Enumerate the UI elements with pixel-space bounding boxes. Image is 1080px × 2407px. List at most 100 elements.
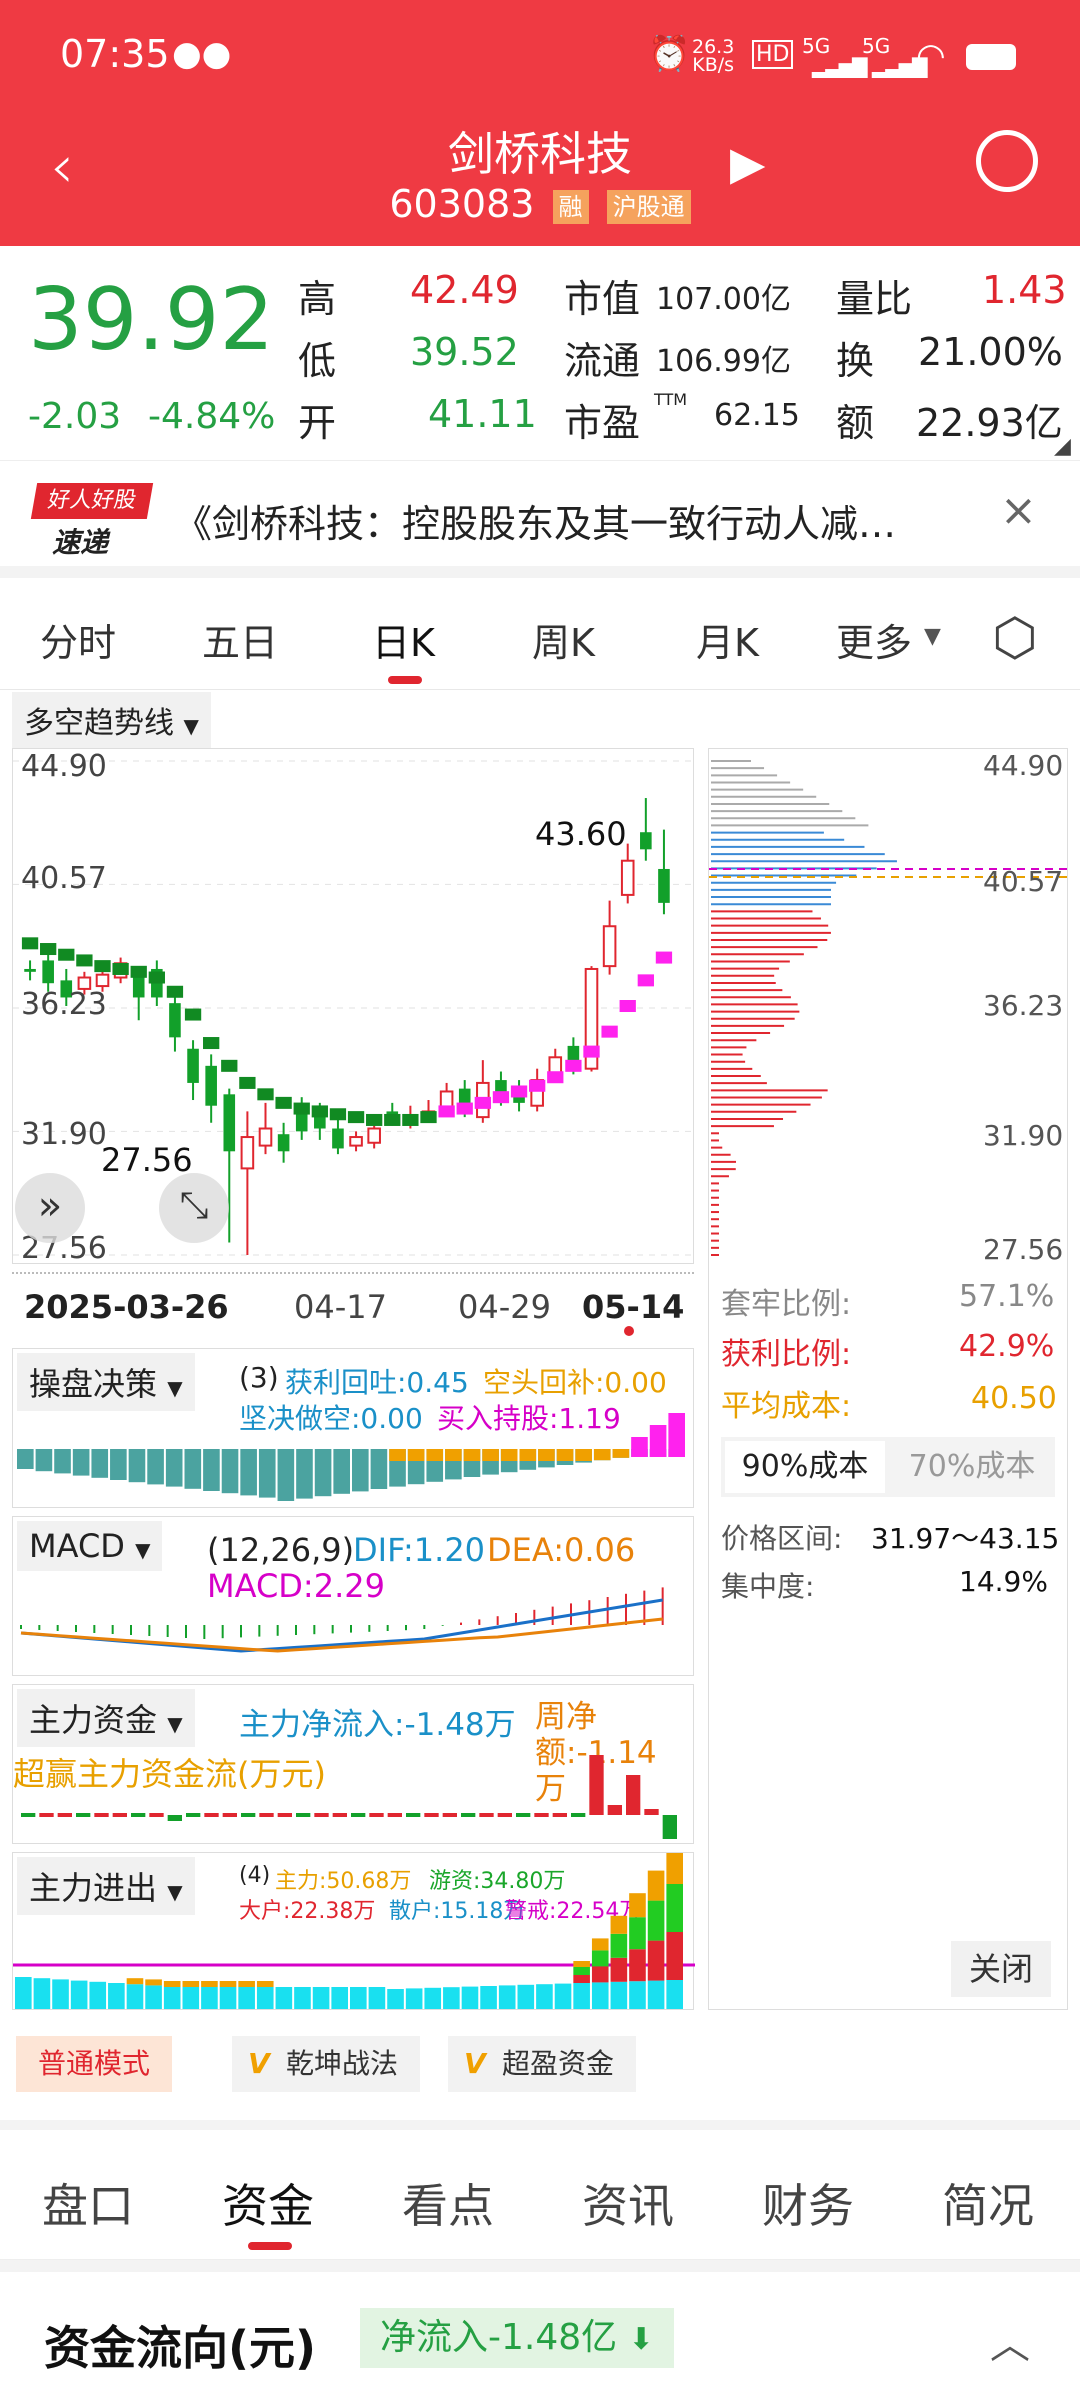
range-value: 31.97～43.15 bbox=[871, 1522, 1060, 1555]
cost-70-button[interactable]: 70%成本 bbox=[908, 1449, 1036, 1484]
tab-daily-k[interactable]: 日K bbox=[372, 621, 435, 665]
inout-big: 大户:22.38万 bbox=[239, 1899, 376, 1924]
main-inout-select[interactable]: 主力进出 ▼ bbox=[17, 1857, 195, 1915]
fund-tick bbox=[387, 1813, 402, 1817]
high-annotation: 43.60 bbox=[535, 815, 627, 853]
macd-panel: MACD ▼ (12,26,9) DIF:1.20 DEA:0.06 MACD:… bbox=[12, 1516, 694, 1676]
decision-bar bbox=[352, 1449, 369, 1492]
trend-block bbox=[438, 1105, 455, 1118]
close-icon[interactable]: × bbox=[1000, 485, 1037, 536]
trend-block bbox=[384, 1113, 401, 1126]
mode-qiankun[interactable]: V 乾坤战法 bbox=[232, 2036, 421, 2092]
decision-bar bbox=[72, 1449, 90, 1476]
decision-bar bbox=[17, 1449, 34, 1469]
inout-retail-bar bbox=[573, 1983, 590, 2009]
wifi-icon: ◠ bbox=[916, 36, 946, 76]
tab-weekly-k[interactable]: 周K bbox=[532, 621, 595, 665]
trend-block bbox=[619, 1000, 636, 1013]
chevron-up-icon[interactable]: ︿ bbox=[990, 2322, 1030, 2368]
dif-line bbox=[20, 1598, 663, 1653]
indicator-select[interactable]: 多空趋势线 ▼ bbox=[12, 692, 211, 748]
tab-news[interactable]: 资讯 bbox=[582, 2179, 674, 2233]
net-speed: 26.3 KB/s bbox=[692, 36, 735, 76]
cost-90-button[interactable]: 90%成本 bbox=[725, 1441, 885, 1493]
tab-finance[interactable]: 财务 bbox=[762, 2179, 854, 2233]
decision-l3: 坚决做空:0.00 bbox=[239, 1402, 423, 1435]
decision-bar bbox=[165, 1449, 183, 1487]
mode-chaoying[interactable]: V 超盈资金 bbox=[448, 2036, 637, 2092]
inout-retail-bar bbox=[443, 1987, 460, 2009]
tab-highlights[interactable]: 看点 bbox=[402, 2179, 494, 2233]
fullscreen-icon[interactable]: ⤡ bbox=[159, 1173, 229, 1243]
macd-value: MACD:2.29 bbox=[207, 1567, 385, 1605]
news-banner[interactable]: 好人好股 速递 《剑桥科技：控股股东及其一致行动人减… × bbox=[0, 460, 1080, 578]
range-label: 价格区间: bbox=[721, 1522, 843, 1555]
news-logo-bottom: 速递 bbox=[52, 526, 109, 559]
inout-retail-bar bbox=[275, 1987, 293, 2009]
inout-hot-bar bbox=[647, 1900, 665, 1941]
inout-retail-bar bbox=[647, 1980, 665, 2009]
decision-bar bbox=[221, 1449, 239, 1494]
dea-line bbox=[20, 1617, 663, 1653]
concentration-label: 集中度: bbox=[721, 1570, 815, 1603]
turnover-label: 换 bbox=[836, 339, 875, 383]
mode-bar: 普通模式 V 乾坤战法 V 超盈资金 bbox=[0, 2020, 1080, 2120]
close-chip-button[interactable]: 关闭 bbox=[951, 1941, 1051, 1997]
trend-block bbox=[76, 954, 93, 967]
decision-bar-top bbox=[668, 1449, 685, 1457]
v-badge-icon: V bbox=[248, 2047, 270, 2080]
tab-profile[interactable]: 简况 bbox=[942, 2179, 1034, 2233]
inout-main: 主力:50.68万 bbox=[275, 1869, 412, 1894]
fund-tick bbox=[351, 1813, 366, 1817]
inout-hot-bar bbox=[666, 1884, 683, 1932]
settings-hexagon-icon[interactable]: ⬡ bbox=[992, 608, 1038, 668]
mode-normal[interactable]: 普通模式 bbox=[16, 2036, 172, 2092]
active-section-underline bbox=[248, 2242, 292, 2250]
inout-main-bar bbox=[591, 1938, 609, 1951]
inout-retail: 散户:15.18万 bbox=[389, 1899, 526, 1924]
inout-retail-bar bbox=[387, 1989, 404, 2009]
candle-body bbox=[77, 976, 92, 990]
status-bar: 07:35 ●● ⏰ 26.3 KB/s HD 5G ▂▃▅▇ 5G ▂▃▅▇ ◠ bbox=[0, 0, 1080, 110]
expand-left-icon[interactable]: » bbox=[15, 1173, 85, 1243]
back-icon[interactable]: ‹ bbox=[50, 132, 74, 202]
decision-bar-top bbox=[463, 1449, 481, 1461]
play-icon[interactable]: ▶ bbox=[730, 136, 766, 190]
inout-retail-bar bbox=[536, 1984, 553, 2009]
trend-block bbox=[655, 951, 673, 964]
candle-body bbox=[295, 1111, 308, 1132]
kline-chart[interactable]: 44.90 40.57 36.23 31.90 27.56 43.60 27.5… bbox=[12, 748, 695, 1266]
decision-bar-top bbox=[426, 1449, 444, 1461]
trend-block bbox=[293, 1102, 310, 1115]
candle-body bbox=[95, 973, 110, 988]
expand-corner-icon[interactable]: ◢ bbox=[1054, 434, 1071, 459]
decision-bar-top bbox=[519, 1449, 537, 1461]
chip-tick-1: 44.90 bbox=[983, 749, 1064, 782]
decision-select[interactable]: 操盘决策 ▼ bbox=[17, 1353, 195, 1411]
date-marker-dot bbox=[624, 1326, 634, 1336]
inout-hot: 游资:34.80万 bbox=[429, 1869, 566, 1894]
title-bar: ‹ 剑桥科技 603083 融 沪股通 ▶ bbox=[0, 110, 1080, 246]
decision-bar-top bbox=[482, 1449, 499, 1461]
vol-ratio-label: 量比 bbox=[836, 277, 913, 321]
candle-body bbox=[223, 1094, 236, 1152]
candle-body bbox=[240, 1136, 255, 1170]
trend-block bbox=[510, 1085, 528, 1098]
decision-l2: 空头回补:0.00 bbox=[483, 1366, 667, 1399]
trend-block bbox=[203, 1037, 220, 1050]
concentration-value: 14.9% bbox=[959, 1565, 1048, 1598]
tab-intraday[interactable]: 分时 bbox=[40, 621, 117, 665]
tab-handicap[interactable]: 盘口 bbox=[42, 2179, 134, 2233]
search-icon[interactable] bbox=[976, 130, 1038, 192]
candle-body bbox=[658, 868, 670, 903]
hd-icon: HD bbox=[752, 40, 794, 69]
macd-select[interactable]: MACD ▼ bbox=[17, 1521, 163, 1571]
fund-tick bbox=[296, 1813, 311, 1817]
profit-label: 获利比例: bbox=[721, 1337, 852, 1372]
main-fund-select[interactable]: 主力资金 ▼ bbox=[17, 1689, 195, 1747]
tab-monthly-k[interactable]: 月K bbox=[696, 621, 759, 665]
tab-funds[interactable]: 资金 bbox=[222, 2179, 314, 2233]
tab-more[interactable]: 更多 bbox=[836, 621, 913, 665]
tab-five-day[interactable]: 五日 bbox=[202, 621, 279, 665]
macd-params: (12,26,9) bbox=[207, 1531, 355, 1569]
